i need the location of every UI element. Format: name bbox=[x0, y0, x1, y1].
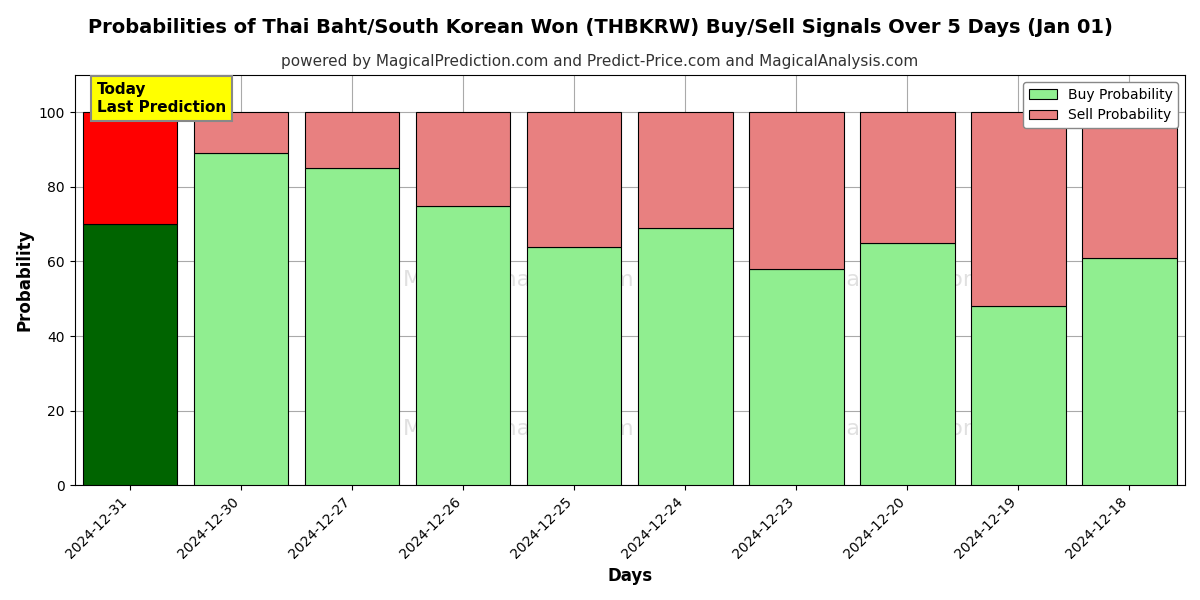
Bar bbox=[527, 247, 622, 485]
Text: MagicalPrediction.com: MagicalPrediction.com bbox=[782, 419, 1033, 439]
Text: Today
Last Prediction: Today Last Prediction bbox=[97, 82, 226, 115]
Bar bbox=[416, 112, 510, 206]
Bar bbox=[971, 112, 1066, 306]
Bar bbox=[194, 154, 288, 485]
Bar bbox=[83, 224, 178, 485]
Text: MagicalAnalysis.com: MagicalAnalysis.com bbox=[403, 419, 635, 439]
Bar bbox=[971, 306, 1066, 485]
Bar bbox=[305, 168, 400, 485]
Bar bbox=[749, 112, 844, 269]
Bar bbox=[1082, 258, 1177, 485]
Bar bbox=[83, 112, 178, 224]
Bar bbox=[305, 112, 400, 168]
Bar bbox=[638, 112, 732, 228]
Text: MagicalAnalysis.com: MagicalAnalysis.com bbox=[403, 270, 635, 290]
Text: powered by MagicalPrediction.com and Predict-Price.com and MagicalAnalysis.com: powered by MagicalPrediction.com and Pre… bbox=[281, 54, 919, 69]
Y-axis label: Probability: Probability bbox=[16, 229, 34, 331]
Legend: Buy Probability, Sell Probability: Buy Probability, Sell Probability bbox=[1024, 82, 1178, 128]
Text: MagicalPrediction.com: MagicalPrediction.com bbox=[782, 270, 1033, 290]
Bar bbox=[416, 206, 510, 485]
Bar bbox=[1082, 112, 1177, 258]
Text: Probabilities of Thai Baht/South Korean Won (THBKRW) Buy/Sell Signals Over 5 Day: Probabilities of Thai Baht/South Korean … bbox=[88, 18, 1112, 37]
Bar bbox=[860, 112, 955, 243]
Bar bbox=[527, 112, 622, 247]
Bar bbox=[749, 269, 844, 485]
Bar bbox=[638, 228, 732, 485]
X-axis label: Days: Days bbox=[607, 567, 653, 585]
Bar bbox=[860, 243, 955, 485]
Bar bbox=[194, 112, 288, 154]
